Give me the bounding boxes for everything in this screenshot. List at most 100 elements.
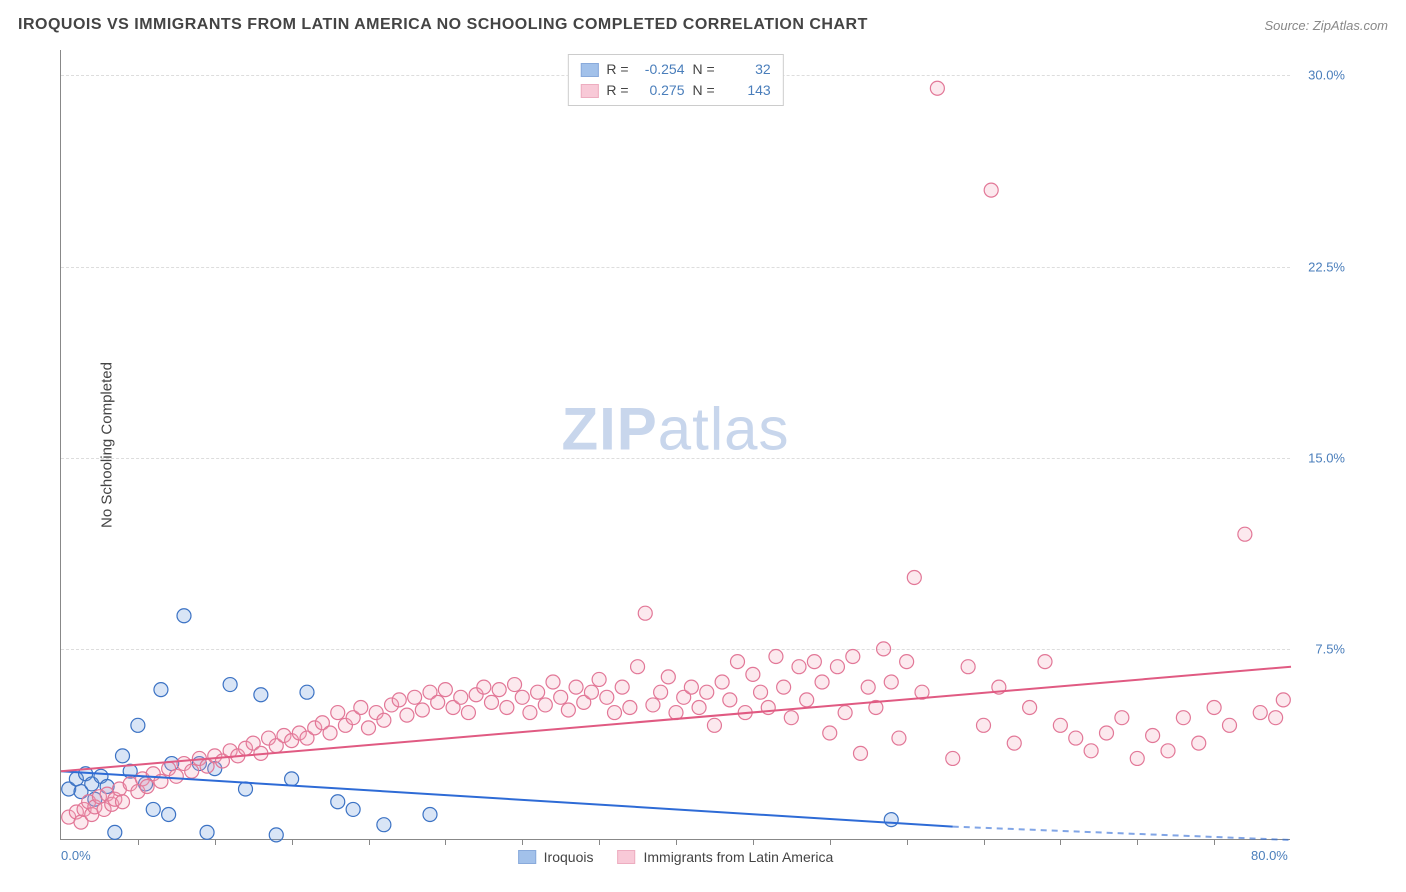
scatter-point	[1207, 700, 1221, 714]
r-value-0: -0.254	[637, 59, 685, 80]
scatter-point	[861, 680, 875, 694]
chart-container: No Schooling Completed ZIPatlas R = -0.2…	[60, 50, 1350, 840]
n-value-1: 143	[723, 80, 771, 101]
x-tick-mark	[753, 839, 754, 845]
scatter-point	[377, 818, 391, 832]
scatter-point	[800, 693, 814, 707]
scatter-point	[746, 667, 760, 681]
x-tick-mark	[445, 839, 446, 845]
scatter-point	[431, 695, 445, 709]
scatter-point	[1007, 736, 1021, 750]
legend-bottom: Iroquois Immigrants from Latin America	[518, 849, 834, 865]
scatter-point	[531, 685, 545, 699]
plot-area: ZIPatlas R = -0.254 N = 32 R = 0.275 N =…	[60, 50, 1290, 840]
x-tick-mark	[369, 839, 370, 845]
scatter-point	[892, 731, 906, 745]
x-tick-mark	[907, 839, 908, 845]
scatter-point	[546, 675, 560, 689]
n-label-1: N =	[693, 80, 715, 101]
scatter-point	[200, 825, 214, 839]
scatter-point	[1276, 693, 1290, 707]
scatter-point	[146, 802, 160, 816]
scatter-point	[884, 813, 898, 827]
scatter-point	[323, 726, 337, 740]
scatter-point	[1130, 751, 1144, 765]
legend-item-1: Immigrants from Latin America	[617, 849, 833, 865]
scatter-point	[438, 683, 452, 697]
scatter-point	[877, 642, 891, 656]
scatter-point	[538, 698, 552, 712]
scatter-point	[300, 685, 314, 699]
scatter-point	[807, 655, 821, 669]
scatter-point	[423, 808, 437, 822]
scatter-point	[838, 706, 852, 720]
scatter-point	[846, 650, 860, 664]
scatter-point	[1223, 718, 1237, 732]
x-tick-mark	[1214, 839, 1215, 845]
scatter-point	[354, 700, 368, 714]
chart-title: IROQUOIS VS IMMIGRANTS FROM LATIN AMERIC…	[18, 16, 868, 34]
scatter-point	[723, 693, 737, 707]
x-tick-label: 0.0%	[61, 848, 91, 863]
scatter-point	[638, 606, 652, 620]
scatter-point	[1069, 731, 1083, 745]
scatter-point	[608, 706, 622, 720]
scatter-point	[715, 675, 729, 689]
legend-row-series-1: R = 0.275 N = 143	[580, 80, 770, 101]
scatter-point	[1084, 744, 1098, 758]
y-tick-label: 15.0%	[1308, 450, 1345, 465]
scatter-point	[331, 706, 345, 720]
scatter-point	[961, 660, 975, 674]
swatch-bottom-1	[617, 850, 635, 864]
y-tick-label: 7.5%	[1315, 641, 1345, 656]
scatter-point	[154, 683, 168, 697]
scatter-point	[185, 764, 199, 778]
scatter-point	[1269, 711, 1283, 725]
scatter-point	[477, 680, 491, 694]
scatter-point	[515, 690, 529, 704]
scatter-point	[769, 650, 783, 664]
scatter-point	[523, 706, 537, 720]
x-tick-mark	[522, 839, 523, 845]
x-tick-mark	[676, 839, 677, 845]
swatch-bottom-0	[518, 850, 536, 864]
r-label-1: R =	[606, 80, 628, 101]
scatter-point	[977, 718, 991, 732]
scatter-point	[169, 769, 183, 783]
legend-row-series-0: R = -0.254 N = 32	[580, 59, 770, 80]
scatter-point	[692, 700, 706, 714]
chart-source: Source: ZipAtlas.com	[1264, 18, 1388, 33]
scatter-point	[400, 708, 414, 722]
scatter-point	[930, 81, 944, 95]
legend-item-0: Iroquois	[518, 849, 594, 865]
scatter-point	[285, 772, 299, 786]
scatter-point	[884, 675, 898, 689]
scatter-point	[584, 685, 598, 699]
scatter-point	[461, 706, 475, 720]
x-tick-mark	[599, 839, 600, 845]
scatter-point	[592, 672, 606, 686]
scatter-point	[1115, 711, 1129, 725]
scatter-point	[1053, 718, 1067, 732]
r-value-1: 0.275	[637, 80, 685, 101]
x-tick-mark	[215, 839, 216, 845]
scatter-point	[731, 655, 745, 669]
scatter-point	[140, 779, 154, 793]
scatter-point	[362, 721, 376, 735]
scatter-point	[1161, 744, 1175, 758]
scatter-point	[784, 711, 798, 725]
r-label-0: R =	[606, 59, 628, 80]
scatter-point	[1238, 527, 1252, 541]
scatter-point	[984, 183, 998, 197]
scatter-point	[177, 609, 191, 623]
scatter-point	[1146, 729, 1160, 743]
scatter-point	[392, 693, 406, 707]
scatter-point	[1176, 711, 1190, 725]
scatter-point	[1100, 726, 1114, 740]
scatter-point	[561, 703, 575, 717]
x-tick-mark	[984, 839, 985, 845]
scatter-point	[600, 690, 614, 704]
regression-line-dashed	[953, 827, 1291, 840]
scatter-point	[346, 802, 360, 816]
x-tick-mark	[138, 839, 139, 845]
